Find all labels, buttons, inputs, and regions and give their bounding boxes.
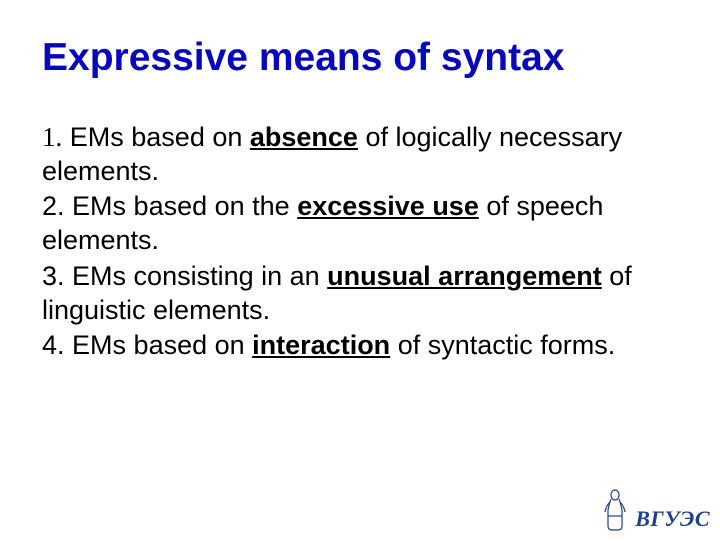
institution-logo: ВГУЭС [599,488,710,532]
list-item: 2. EMs based on the excessive use of spe… [42,190,678,258]
item-number: 2. [42,191,65,221]
item-number: 4. [42,330,65,360]
logo-text: ВГУЭС [635,506,710,532]
keyword: unusual arrangement [327,261,602,291]
slide-title: Expressive means of syntax [42,36,678,81]
keyword: interaction [252,330,390,360]
item-text-part: EMs consisting in an [72,261,327,291]
item-text-part: EMs based on [72,330,252,360]
item-text-part: EMs based on [70,122,250,152]
keyword: excessive use [297,191,479,221]
item-text-part: of syntactic forms. [390,330,615,360]
list-item: 3. EMs consisting in an unusual arrangem… [42,260,678,328]
slide-container: Expressive means of syntax 1. EMs based … [0,0,720,385]
list-item: 1. EMs based on absence of logically nec… [42,121,678,189]
list-item: 4. EMs based on interaction of syntactic… [42,329,678,363]
item-text-part: EMs based on the [72,191,297,221]
item-number: 1. [42,122,62,152]
figure-icon [599,488,631,532]
content-list: 1. EMs based on absence of logically nec… [42,121,678,363]
item-number: 3. [42,261,65,291]
keyword: absence [250,122,358,152]
